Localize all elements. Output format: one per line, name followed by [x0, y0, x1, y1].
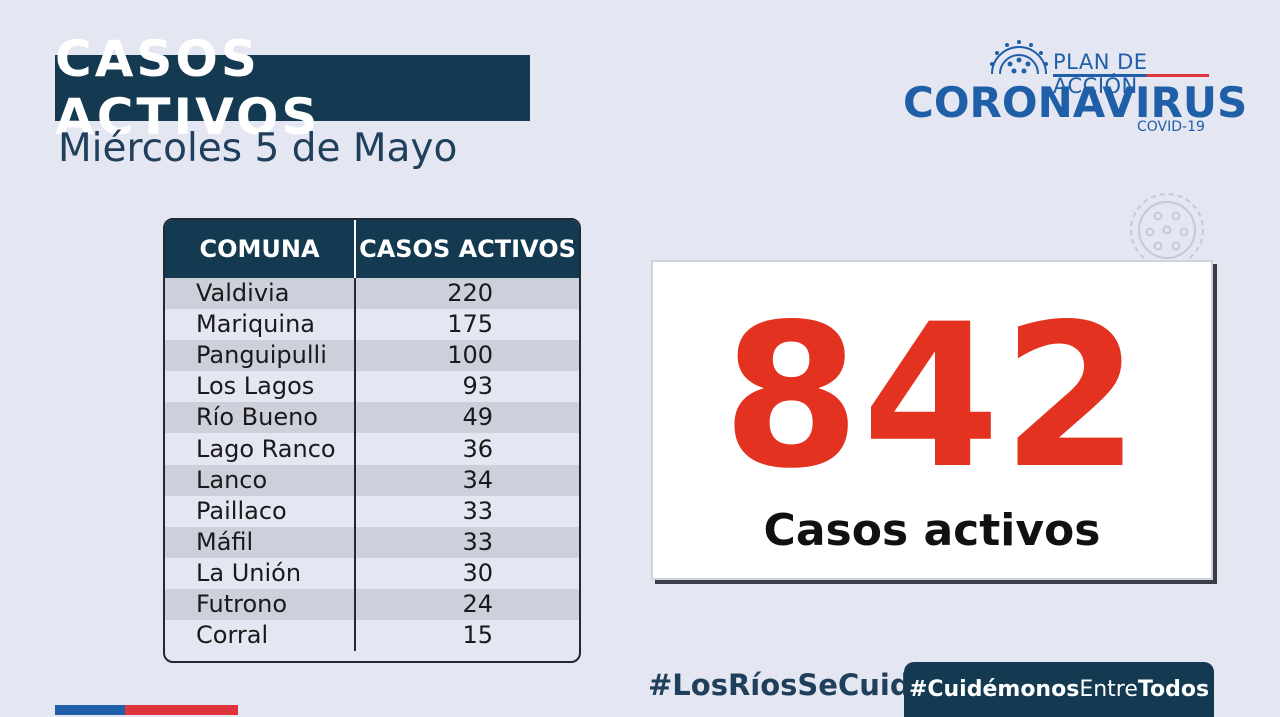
- comuna-cell: Los Lagos: [165, 371, 356, 403]
- casos-cell: 100: [355, 340, 579, 372]
- table-row: Máfil 33: [165, 526, 579, 558]
- comuna-cell: Máfil: [165, 526, 356, 558]
- casos-cell: 30: [355, 557, 579, 589]
- hashtag-los-rios: #LosRíosSeCuida: [648, 668, 931, 702]
- logo-name: CORONAVIRUS: [903, 78, 1248, 127]
- casos-cell: 93: [355, 371, 579, 403]
- casos-cell: 33: [355, 495, 579, 527]
- total-cases-card: 842 Casos activos: [651, 260, 1213, 580]
- casos-cell: 15: [355, 620, 579, 652]
- date-subtitle: Miércoles 5 de Mayo: [58, 126, 458, 171]
- table-row: Mariquina 175: [165, 309, 579, 341]
- hashtag-part-1: #Cuidémonos: [908, 677, 1080, 702]
- hashtag-part-2: Entre: [1079, 677, 1138, 702]
- casos-cell: 24: [355, 588, 579, 621]
- table-row: Lago Ranco 36: [165, 433, 579, 465]
- table-row: Río Bueno 49: [165, 402, 579, 434]
- comuna-cell: Lanco: [165, 464, 356, 496]
- comuna-cell: Paillaco: [165, 495, 356, 527]
- virus-icon: [990, 40, 1048, 75]
- comuna-cell: Valdivia: [165, 278, 356, 310]
- comuna-cell: Río Bueno: [165, 402, 356, 434]
- flag-bar-red: [125, 705, 238, 715]
- comuna-cell: Mariquina: [165, 309, 356, 341]
- table-row: Corral 15: [165, 620, 579, 652]
- casos-cell: 34: [355, 464, 579, 496]
- page-title: CASOS ACTIVOS: [55, 30, 321, 146]
- comuna-cell: Panguipulli: [165, 340, 356, 372]
- casos-cell: 175: [355, 309, 579, 341]
- total-cases-label: Casos activos: [763, 505, 1101, 556]
- logo-sub: COVID-19: [1137, 119, 1205, 135]
- table-row: Panguipulli 100: [165, 340, 579, 372]
- flag-bar-blue: [55, 705, 125, 715]
- logo-plan-text: PLAN DE ACCIÓN: [1053, 50, 1148, 98]
- header-comuna: COMUNA: [165, 220, 356, 278]
- table-row: La Unión 30: [165, 557, 579, 589]
- hashtag-cuidemonos: #Cuidémonos Entre Todos: [904, 662, 1214, 717]
- casos-cell: 33: [355, 526, 579, 558]
- casos-cell: 220: [355, 278, 579, 310]
- hashtag-part-3: Todos: [1137, 677, 1210, 702]
- title-banner: CASOS ACTIVOS: [55, 30, 530, 146]
- logo-underline: [1053, 74, 1209, 77]
- casos-cell: 49: [355, 402, 579, 434]
- table-row: Los Lagos 93: [165, 371, 579, 403]
- table-row: Valdivia 220: [165, 278, 579, 310]
- coronavirus-logo: PLAN DE ACCIÓN CORONAVIRUS COVID-19: [900, 40, 1247, 135]
- table-row: Lanco 34: [165, 464, 579, 496]
- table-row: Futrono 24: [165, 588, 579, 621]
- comuna-cell: Lago Ranco: [165, 433, 356, 465]
- virus-decoration-icon: [1130, 193, 1204, 262]
- header-casos: CASOS ACTIVOS: [355, 220, 579, 278]
- comuna-cell: Futrono: [165, 588, 356, 621]
- comuna-cell: La Unión: [165, 557, 356, 589]
- cases-table: COMUNA CASOS ACTIVOS Valdivia 220 Mariqui…: [163, 218, 581, 663]
- table-row: Paillaco 33: [165, 495, 579, 527]
- casos-cell: 36: [355, 433, 579, 465]
- total-cases-value: 842: [722, 281, 1142, 512]
- comuna-cell: Corral: [165, 620, 356, 652]
- flag-bar: [55, 705, 238, 715]
